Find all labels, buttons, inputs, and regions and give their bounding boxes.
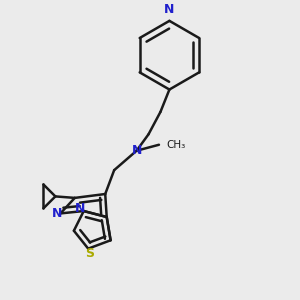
Text: N: N [75, 202, 85, 215]
Text: N: N [52, 207, 62, 220]
Text: CH₃: CH₃ [167, 140, 186, 150]
Text: S: S [85, 247, 94, 260]
Text: N: N [131, 144, 142, 157]
Text: N: N [164, 3, 175, 16]
